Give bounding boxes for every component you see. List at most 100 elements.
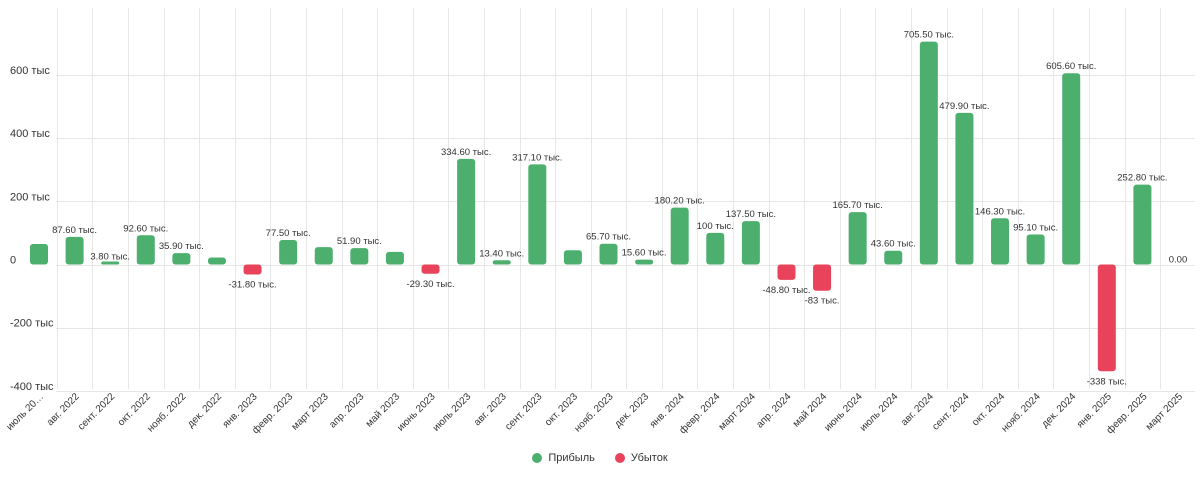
bar xyxy=(1062,73,1081,265)
data-label: 13.40 тыс. xyxy=(479,248,524,259)
data-label: -338 тыс. xyxy=(1087,376,1127,387)
bar xyxy=(813,264,832,291)
legend-item-loss[interactable]: Убыток xyxy=(614,452,668,464)
x-tick-label: июль 2023 xyxy=(431,391,474,434)
bar xyxy=(172,253,191,265)
data-label: 0.00 xyxy=(1169,255,1188,266)
data-label: 705.50 тыс. xyxy=(904,30,954,41)
x-tick-label: апр. 2024 xyxy=(754,391,793,430)
x-tick-label: нояб. 2022 xyxy=(145,390,189,434)
data-label: 334.60 тыс. xyxy=(441,147,491,158)
x-tick-label: нояб. 2024 xyxy=(999,390,1043,434)
bar xyxy=(207,257,226,265)
x-tick-label: окт. 2022 xyxy=(116,391,153,428)
bar xyxy=(243,264,262,275)
data-label: -48.80 тыс. xyxy=(762,285,810,296)
bar xyxy=(1097,264,1116,372)
x-tick-label: авг. 2024 xyxy=(899,391,936,428)
data-label: 43.60 тыс. xyxy=(871,239,916,250)
data-label: 87.60 тыс. xyxy=(52,225,97,236)
data-label: 252.80 тыс. xyxy=(1117,173,1167,184)
legend-profit-label: Прибыль xyxy=(548,452,595,464)
x-tick-label: март 2023 xyxy=(290,391,332,433)
bar xyxy=(101,261,120,265)
bar xyxy=(350,248,369,265)
bar xyxy=(65,236,84,265)
legend-loss-dot-icon xyxy=(614,453,625,463)
x-tick-label: сент. 2023 xyxy=(503,391,545,433)
x-tick-label: апр. 2023 xyxy=(327,391,366,430)
y-tick-label: 200 тыс xyxy=(10,191,50,203)
data-label: 180.20 тыс. xyxy=(655,196,705,207)
x-tick-label: март 2024 xyxy=(717,391,759,433)
data-label: -29.30 тыс. xyxy=(406,279,454,290)
data-label: 479.90 тыс. xyxy=(939,101,989,112)
bars xyxy=(30,41,1152,372)
x-tick-label: авг. 2023 xyxy=(472,391,509,428)
x-tick-label: дек. 2024 xyxy=(1040,391,1079,430)
bar xyxy=(528,164,547,265)
bar xyxy=(457,158,476,265)
data-label: 92.60 тыс. xyxy=(123,223,168,234)
x-tick-label: дек. 2023 xyxy=(613,391,652,430)
x-tick-label: нояб. 2023 xyxy=(572,390,616,434)
bar xyxy=(563,250,582,265)
bar xyxy=(670,207,689,265)
data-label: 15.60 тыс. xyxy=(622,248,667,259)
legend-loss-label: Убыток xyxy=(630,452,668,464)
data-label: 317.10 тыс. xyxy=(512,152,562,163)
y-axis: 600 тыс 400 тыс 200 тыс 0 -200 тыс -400 тыс xyxy=(10,65,54,393)
data-label: 165.70 тыс. xyxy=(833,200,883,211)
x-tick-label: июль 20… xyxy=(5,391,47,433)
y-tick-label: 0 xyxy=(10,255,16,267)
legend-profit-dot-icon xyxy=(532,453,543,463)
y-tick-label: -400 тыс xyxy=(10,381,54,393)
bar xyxy=(919,41,938,265)
bar xyxy=(848,212,867,265)
data-label: -83 тыс. xyxy=(805,296,840,307)
x-tick-label: дек. 2022 xyxy=(185,391,224,430)
x-tick-label: окт. 2024 xyxy=(970,391,1007,428)
grid xyxy=(56,8,1195,392)
data-label: 3.80 тыс. xyxy=(90,251,130,262)
bar xyxy=(955,112,974,265)
data-label: 51.90 тыс. xyxy=(337,236,382,247)
bar xyxy=(421,264,440,274)
data-label: 95.10 тыс. xyxy=(1013,222,1058,233)
y-tick-label: -200 тыс xyxy=(10,318,54,330)
x-tick-label: март 2025 xyxy=(1144,391,1186,433)
bar xyxy=(1026,234,1045,265)
bar xyxy=(492,260,511,265)
bar xyxy=(136,235,155,265)
bar xyxy=(279,240,298,265)
bar xyxy=(706,232,725,265)
bar xyxy=(741,221,760,265)
legend: Прибыль Убыток xyxy=(0,449,1200,467)
x-tick-label: окт. 2023 xyxy=(543,391,580,428)
bar xyxy=(385,251,404,265)
bar xyxy=(777,264,796,280)
bar xyxy=(30,243,48,265)
y-tick-label: 600 тыс xyxy=(10,65,50,77)
data-label: 77.50 тыс. xyxy=(266,228,311,239)
bar xyxy=(314,247,333,265)
data-label: 146.30 тыс. xyxy=(975,206,1025,217)
legend-item-profit[interactable]: Прибыль xyxy=(532,452,595,464)
bar xyxy=(884,250,903,265)
bar xyxy=(1133,184,1152,265)
x-tick-label: сент. 2022 xyxy=(76,391,118,433)
data-label: -31.80 тыс. xyxy=(228,280,276,291)
data-label: 605.60 тыс. xyxy=(1046,61,1096,72)
bar xyxy=(599,243,618,265)
data-label: 100 тыс. xyxy=(697,221,734,232)
bar xyxy=(991,218,1010,265)
data-label: 35.90 тыс. xyxy=(159,241,204,252)
x-tick-label: сент. 2024 xyxy=(930,391,972,433)
data-label: 137.50 тыс. xyxy=(726,209,776,220)
bar xyxy=(635,259,654,265)
y-tick-label: 400 тыс xyxy=(10,128,50,140)
x-tick-label: июль 2024 xyxy=(858,391,901,434)
